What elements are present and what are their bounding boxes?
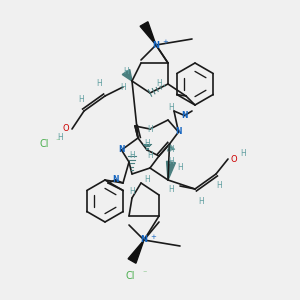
Text: Cl: Cl <box>126 271 136 281</box>
Text: H: H <box>168 146 174 154</box>
Text: +: + <box>162 39 168 45</box>
Text: O: O <box>63 124 69 134</box>
Text: H: H <box>144 176 150 184</box>
Text: H: H <box>147 124 153 134</box>
Text: H: H <box>144 140 150 148</box>
Text: H: H <box>168 103 174 112</box>
Text: H: H <box>129 152 135 160</box>
Text: +: + <box>150 234 156 240</box>
Text: H: H <box>156 80 162 88</box>
Text: H: H <box>147 152 153 160</box>
Text: N: N <box>175 128 182 136</box>
Polygon shape <box>167 161 176 180</box>
Text: N: N <box>118 146 125 154</box>
Text: ⁻: ⁻ <box>56 136 60 146</box>
Text: Cl: Cl <box>39 139 49 149</box>
Text: H: H <box>168 158 174 166</box>
Text: N: N <box>152 40 160 50</box>
Text: H: H <box>168 184 174 194</box>
Text: N: N <box>112 176 119 184</box>
Text: H: H <box>240 148 246 158</box>
Text: ⁻: ⁻ <box>142 268 147 278</box>
Text: H: H <box>120 82 126 91</box>
Text: N: N <box>140 236 148 244</box>
Text: H: H <box>177 164 183 172</box>
Text: N: N <box>181 111 188 120</box>
Text: H: H <box>216 182 222 190</box>
Text: H: H <box>198 196 204 206</box>
Polygon shape <box>140 22 156 45</box>
Text: H: H <box>129 188 135 196</box>
Polygon shape <box>122 70 132 81</box>
Polygon shape <box>128 240 144 263</box>
Text: H: H <box>96 80 102 88</box>
Text: H: H <box>123 68 129 76</box>
Text: H: H <box>57 134 63 142</box>
Text: O: O <box>231 154 237 164</box>
Text: H: H <box>78 94 84 103</box>
